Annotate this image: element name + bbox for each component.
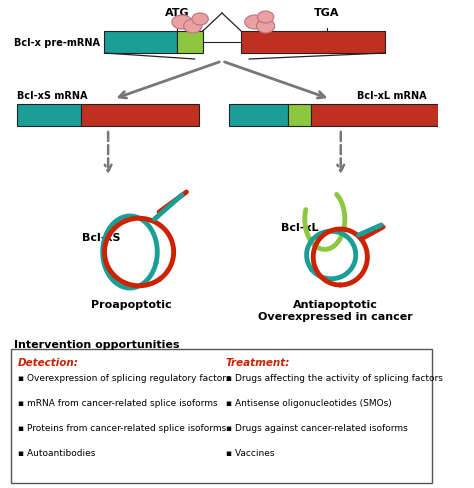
Text: ATG: ATG: [165, 8, 190, 18]
Text: ▪ Proteins from cancer-related splice isoforms: ▪ Proteins from cancer-related splice is…: [18, 423, 226, 432]
Text: Bcl-x pre-mRNA: Bcl-x pre-mRNA: [14, 38, 100, 48]
Text: Bcl-xS mRNA: Bcl-xS mRNA: [17, 91, 88, 101]
Text: ▪ Autoantibodies: ▪ Autoantibodies: [18, 448, 95, 457]
Bar: [104, 32, 177, 54]
Text: ▪ Vaccines: ▪ Vaccines: [226, 448, 274, 457]
Bar: [229, 105, 288, 127]
Text: Antiapoptotic
Overexpressed in cancer: Antiapoptotic Overexpressed in cancer: [258, 299, 413, 321]
Text: ▪ Antisense oligonucleotides (SMOs): ▪ Antisense oligonucleotides (SMOs): [226, 398, 392, 407]
Text: Treatment:: Treatment:: [226, 357, 290, 367]
Ellipse shape: [184, 20, 202, 34]
Ellipse shape: [245, 16, 264, 30]
Bar: [177, 32, 203, 54]
Text: Bcl-xS: Bcl-xS: [82, 232, 120, 243]
Ellipse shape: [192, 14, 208, 26]
Bar: [11, 349, 432, 483]
Ellipse shape: [172, 16, 192, 30]
Text: Intervention opportunities: Intervention opportunities: [14, 339, 180, 349]
Text: Detection:: Detection:: [18, 357, 79, 367]
Text: TGA: TGA: [314, 8, 339, 18]
Text: ▪ Drugs against cancer-related isoforms: ▪ Drugs against cancer-related isoforms: [226, 423, 407, 432]
Bar: [241, 32, 385, 54]
Text: ▪ Overexpression of splicing regulatory factors: ▪ Overexpression of splicing regulatory …: [18, 373, 231, 382]
Text: Bcl-xL: Bcl-xL: [281, 223, 319, 232]
Ellipse shape: [257, 12, 274, 24]
Bar: [17, 105, 81, 127]
Bar: [288, 105, 311, 127]
Ellipse shape: [256, 20, 275, 34]
Bar: [81, 105, 199, 127]
Text: ▪ Drugs affecting the activity of splicing factors: ▪ Drugs affecting the activity of splici…: [226, 373, 442, 382]
Text: Bcl-xL mRNA: Bcl-xL mRNA: [357, 91, 427, 101]
Text: ▪ mRNA from cancer-related splice isoforms: ▪ mRNA from cancer-related splice isofor…: [18, 398, 218, 407]
Bar: [311, 105, 452, 127]
Text: Proapoptotic: Proapoptotic: [91, 299, 172, 309]
